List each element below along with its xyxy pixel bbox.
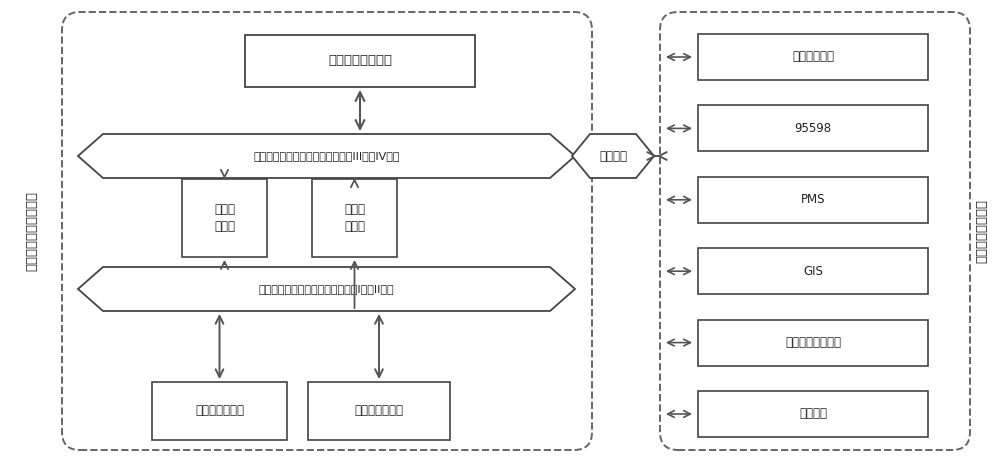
Polygon shape	[572, 134, 654, 178]
Text: 地（市）供电公司信息交换总线（I区和II区）: 地（市）供电公司信息交换总线（I区和II区）	[259, 284, 394, 294]
Text: 反向物
理隔离: 反向物 理隔离	[344, 203, 365, 233]
Text: 营销管理系统: 营销管理系统	[792, 50, 834, 63]
Text: 地区（市）级供电公司: 地区（市）级供电公司	[26, 191, 38, 271]
Bar	[182, 179, 267, 257]
Bar	[698, 320, 928, 365]
Text: 配网抜修指挥平台: 配网抜修指挥平台	[328, 55, 392, 67]
Bar	[698, 177, 928, 223]
Text: GIS: GIS	[803, 265, 823, 278]
Polygon shape	[78, 134, 575, 178]
Text: PMS: PMS	[801, 193, 825, 207]
Bar	[698, 248, 928, 294]
Bar	[698, 105, 928, 152]
Text: 调度自动化系统: 调度自动化系统	[354, 405, 404, 418]
Bar	[152, 382, 287, 440]
Bar	[312, 179, 397, 257]
Text: 配电自动化系统: 配电自动化系统	[195, 405, 244, 418]
Text: 地（市）供电公司信息交换总线（III区和IV区）: 地（市）供电公司信息交换总线（III区和IV区）	[253, 151, 400, 161]
Text: 正向物
理隔离: 正向物 理隔离	[214, 203, 235, 233]
Text: 省（直辖市）公司: 省（直辖市）公司	[976, 199, 988, 263]
Bar	[698, 391, 928, 437]
Text: 其他系统: 其他系统	[799, 407, 827, 420]
Text: 95598: 95598	[794, 122, 832, 135]
Text: 用电信息采集系统: 用电信息采集系统	[785, 336, 841, 349]
Bar	[308, 382, 450, 440]
Bar	[245, 35, 475, 87]
Bar	[698, 34, 928, 80]
Polygon shape	[78, 267, 575, 311]
Text: 总线网关: 总线网关	[599, 150, 627, 163]
